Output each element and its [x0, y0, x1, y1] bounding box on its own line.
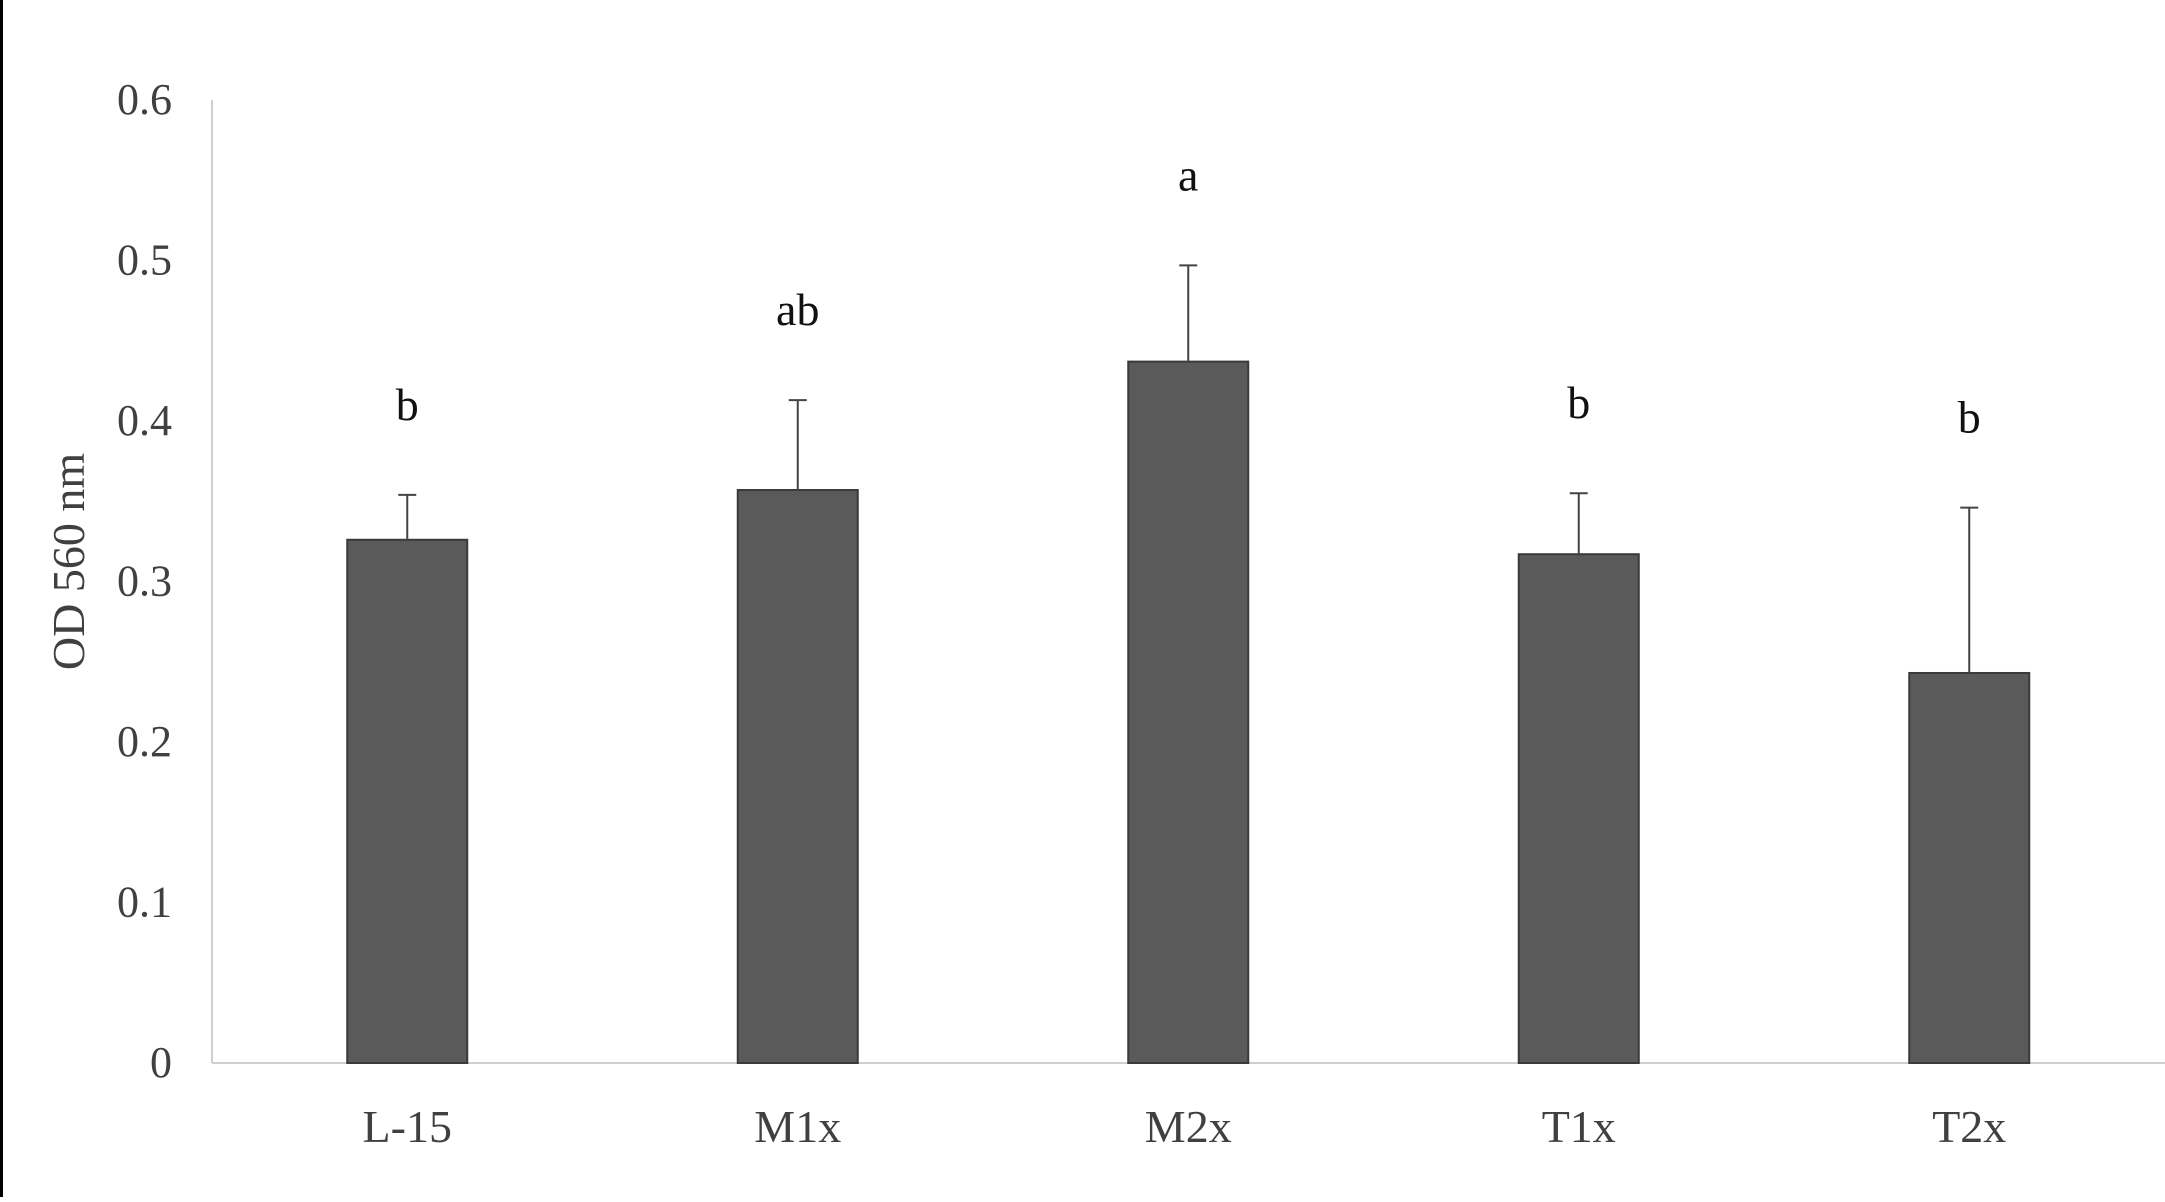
- x-tick-label: M1x: [754, 1101, 841, 1152]
- bar: [346, 538, 469, 1064]
- bar: [1127, 360, 1250, 1064]
- y-tick-label: 0.1: [117, 878, 172, 927]
- x-tick-label: T1x: [1542, 1101, 1616, 1152]
- bar: [736, 489, 859, 1064]
- x-tick-label: L-15: [363, 1101, 452, 1152]
- significance-letter: b: [396, 379, 419, 430]
- y-axis-label: OD 560 nm: [43, 453, 94, 670]
- y-tick-label: 0: [150, 1038, 172, 1087]
- image-left-border: [0, 0, 3, 1197]
- y-tick-label: 0.5: [117, 236, 172, 285]
- significance-letter: a: [1178, 149, 1198, 200]
- bar: [1517, 553, 1640, 1065]
- y-tick-label: 0.3: [117, 557, 172, 606]
- bar: [1908, 671, 2031, 1064]
- x-tick-labels: L-15 M1x M2x T1x T2x: [363, 1101, 2007, 1152]
- significance-letter: b: [1567, 377, 1590, 428]
- y-tick-labels: 0 0.1 0.2 0.3 0.4 0.5 0.6: [117, 75, 172, 1087]
- x-tick-label: T2x: [1932, 1101, 2006, 1152]
- y-tick-label: 0.2: [117, 717, 172, 766]
- error-bars-group: [398, 264, 1979, 673]
- y-tick-label: 0.4: [117, 396, 172, 445]
- y-tick-label: 0.6: [117, 75, 172, 124]
- x-tick-label: M2x: [1145, 1101, 1232, 1152]
- bars-group: [346, 360, 2031, 1065]
- significance-letter: ab: [776, 284, 819, 335]
- significance-letter: b: [1958, 392, 1981, 443]
